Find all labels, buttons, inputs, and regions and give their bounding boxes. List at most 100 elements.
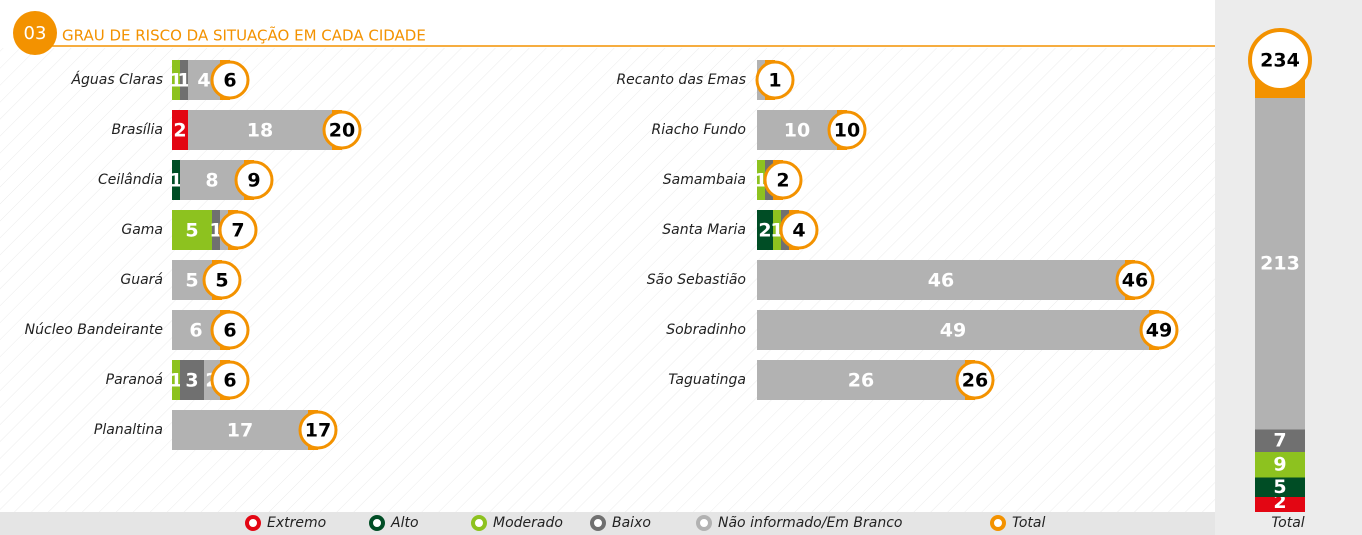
total-marker bbox=[202, 260, 242, 300]
category-label: Paranoá bbox=[106, 372, 163, 388]
total-column-segment bbox=[1255, 429, 1305, 452]
bar-segment bbox=[172, 360, 180, 400]
total-column-label: 5 bbox=[1273, 476, 1286, 498]
legend-label: Total bbox=[1012, 515, 1045, 531]
segment-label: 46 bbox=[928, 270, 954, 292]
segment-label: 26 bbox=[848, 370, 874, 392]
category-label: Gama bbox=[121, 222, 163, 238]
legend-label: Extremo bbox=[267, 515, 326, 531]
total-marker bbox=[298, 410, 338, 450]
bar-segment bbox=[172, 110, 188, 150]
legend-swatch bbox=[471, 515, 487, 531]
category-label: Núcleo Bandeirante bbox=[25, 322, 163, 338]
legend-label: Baixo bbox=[612, 515, 651, 531]
total-column-total: 234 bbox=[1260, 50, 1300, 72]
category-label: Samambaia bbox=[663, 172, 746, 188]
header-badge bbox=[13, 11, 57, 55]
category-label: Águas Claras bbox=[70, 71, 163, 88]
total-label: 4 bbox=[792, 220, 805, 242]
segment-label: 5 bbox=[185, 270, 198, 292]
segment-label: 2 bbox=[758, 220, 771, 242]
legend-label: Alto bbox=[390, 515, 419, 531]
total-column-marker bbox=[1248, 28, 1312, 92]
total-label: 6 bbox=[223, 320, 236, 342]
bar-segment bbox=[757, 310, 1149, 350]
header-number: 03 bbox=[24, 23, 47, 44]
category-label: Planaltina bbox=[94, 422, 163, 438]
segment-label: 4 bbox=[197, 70, 210, 92]
bar-segment bbox=[180, 360, 204, 400]
total-label: 6 bbox=[223, 70, 236, 92]
total-column-segment bbox=[1255, 497, 1305, 512]
bar-segment bbox=[757, 160, 765, 200]
bar-segment bbox=[757, 110, 837, 150]
total-column-title: Total bbox=[1271, 515, 1304, 531]
total-marker bbox=[955, 360, 995, 400]
bar-segment bbox=[757, 360, 965, 400]
total-marker bbox=[322, 110, 362, 150]
segment-label: 18 bbox=[247, 120, 273, 142]
segment-label: 10 bbox=[784, 120, 810, 142]
category-label: Sobradinho bbox=[666, 322, 746, 338]
total-column-segment bbox=[1255, 477, 1305, 497]
category-label: Ceilândia bbox=[98, 172, 163, 188]
segment-label: 49 bbox=[940, 320, 966, 342]
total-label: 20 bbox=[329, 120, 355, 142]
total-column-segment bbox=[1255, 452, 1305, 478]
total-marker bbox=[827, 110, 867, 150]
category-label: São Sebastião bbox=[647, 272, 746, 288]
total-column-segment bbox=[1255, 98, 1305, 430]
segment-label: 3 bbox=[185, 370, 198, 392]
legend-swatch bbox=[696, 515, 712, 531]
legend-label: Não informado/Em Branco bbox=[718, 515, 902, 531]
total-marker bbox=[218, 210, 258, 250]
total-label: 7 bbox=[231, 220, 244, 242]
bar-segment bbox=[180, 160, 244, 200]
total-marker bbox=[779, 210, 819, 250]
segment-label: 2 bbox=[173, 120, 186, 142]
total-marker bbox=[1115, 260, 1155, 300]
legend-swatch bbox=[590, 515, 606, 531]
bar-segment bbox=[757, 210, 773, 250]
total-label: 1 bbox=[768, 70, 781, 92]
category-label: Taguatinga bbox=[668, 372, 746, 388]
total-label: 10 bbox=[834, 120, 860, 142]
total-marker bbox=[210, 360, 250, 400]
total-marker bbox=[210, 310, 250, 350]
total-label: 5 bbox=[215, 270, 228, 292]
segment-label: 1 bbox=[169, 170, 182, 192]
total-label: 6 bbox=[223, 370, 236, 392]
total-label: 26 bbox=[962, 370, 988, 392]
segment-label: 1 bbox=[169, 370, 182, 392]
segment-label: 6 bbox=[189, 320, 202, 342]
total-label: 2 bbox=[776, 170, 789, 192]
bar-segment bbox=[188, 110, 332, 150]
total-marker bbox=[755, 60, 795, 100]
legend-label: Moderado bbox=[493, 515, 563, 531]
category-label: Riacho Fundo bbox=[652, 122, 746, 138]
bar-segment bbox=[172, 210, 212, 250]
bar-segment bbox=[180, 60, 188, 100]
total-marker bbox=[1139, 310, 1179, 350]
legend-swatch bbox=[990, 515, 1006, 531]
bar-segment bbox=[757, 260, 1125, 300]
bar-segment bbox=[172, 60, 180, 100]
segment-label: 5 bbox=[185, 220, 198, 242]
segment-label: 1 bbox=[177, 70, 190, 92]
total-marker bbox=[210, 60, 250, 100]
legend-bar bbox=[0, 512, 1215, 535]
category-label: Brasília bbox=[112, 122, 163, 138]
category-label: Guará bbox=[120, 272, 163, 288]
segment-label: 8 bbox=[205, 170, 218, 192]
total-marker bbox=[763, 160, 803, 200]
segment-label: 17 bbox=[227, 420, 253, 442]
total-column-label: 7 bbox=[1273, 429, 1286, 451]
total-label: 17 bbox=[305, 420, 331, 442]
bar-segment bbox=[172, 410, 308, 450]
legend-swatch bbox=[369, 515, 385, 531]
legend-swatch bbox=[245, 515, 261, 531]
segment-label: 1 bbox=[169, 70, 182, 92]
total-column-label: 9 bbox=[1273, 453, 1286, 475]
